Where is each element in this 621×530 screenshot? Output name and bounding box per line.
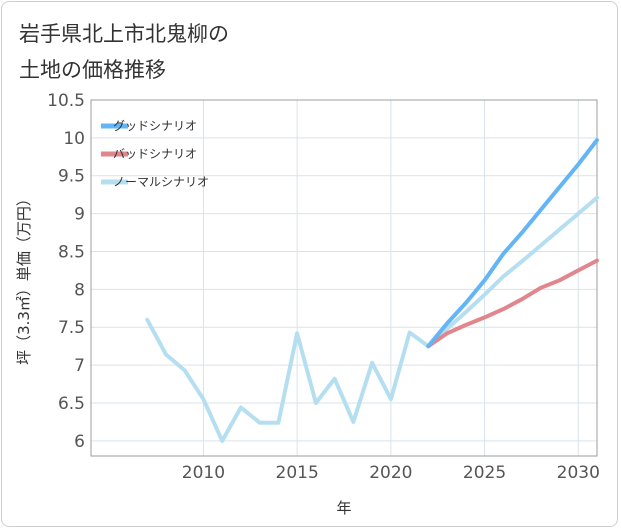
legend-label: グッドシナリオ <box>113 119 197 133</box>
chart-title-line-1: 岩手県北上市北鬼柳の <box>19 22 229 46</box>
x-axis-ticks: 2010 2015 2020 2025 2030 <box>182 463 600 483</box>
series-line-3 <box>145 195 599 443</box>
y-tick-label: 7 <box>74 356 85 376</box>
series-lines <box>145 138 599 443</box>
chart-title-line-2: 土地の価格推移 <box>19 58 166 82</box>
y-axis-label: 坪（3.3㎡）単価（万円） <box>15 191 33 365</box>
plot-area-border <box>90 99 598 457</box>
chart-title: 岩手県北上市北鬼柳の 土地の価格推移 <box>19 16 379 88</box>
series-line-1 <box>426 138 599 349</box>
x-tick-label: 2015 <box>276 463 319 483</box>
x-tick-label: 2020 <box>369 463 412 483</box>
y-tick-label: 6 <box>74 432 85 452</box>
x-tick-label: 2025 <box>463 463 506 483</box>
series-line-2 <box>426 258 599 349</box>
y-tick-label: 9 <box>74 205 85 225</box>
x-tick-label: 2030 <box>557 463 600 483</box>
y-axis-ticks: 6 6.5 7 7.5 8 8.5 9 9.5 10 10.5 <box>47 91 85 452</box>
y-tick-label: 7.5 <box>58 318 85 338</box>
legend-label: ノーマルシナリオ <box>113 175 209 189</box>
x-axis-label: 年 <box>336 499 351 517</box>
y-tick-label: 8 <box>74 280 85 300</box>
legend-label: バッドシナリオ <box>113 147 197 161</box>
grid <box>91 99 597 456</box>
y-tick-label: 8.5 <box>58 242 85 262</box>
y-tick-label: 9.5 <box>58 167 85 187</box>
y-tick-label: 10 <box>63 129 85 149</box>
x-tick-label: 2010 <box>182 463 225 483</box>
y-tick-label: 6.5 <box>58 394 85 414</box>
y-tick-label: 10.5 <box>47 91 85 111</box>
